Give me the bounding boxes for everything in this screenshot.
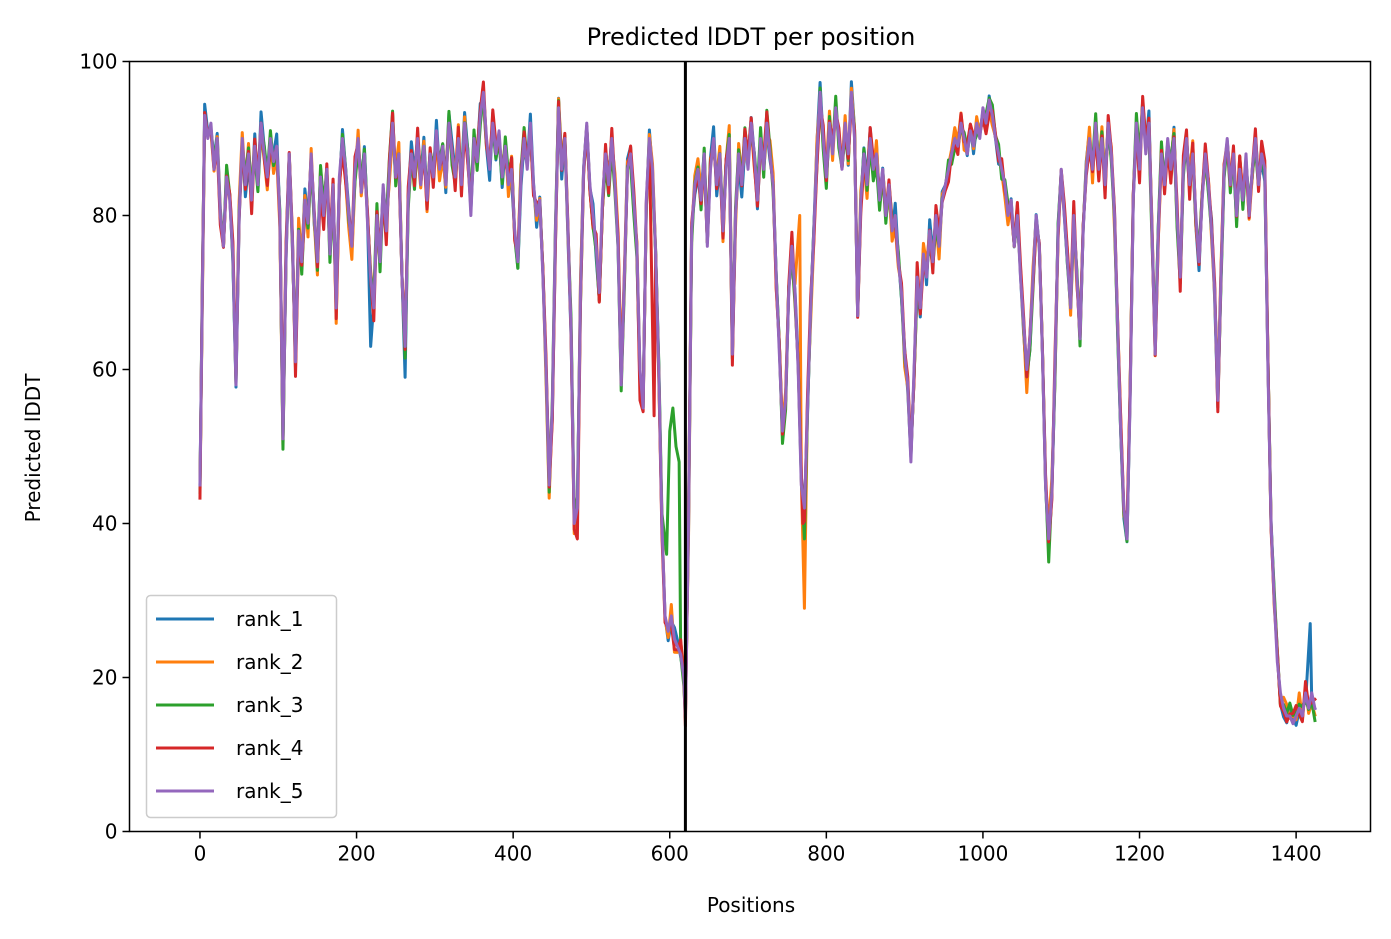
legend-label-rank-2: rank_2 — [236, 650, 303, 674]
legend-label-rank-3: rank_3 — [236, 693, 303, 717]
plot-frame — [128, 60, 1372, 833]
x-axis-label: Positions — [707, 893, 795, 917]
legend-label-rank-4: rank_4 — [236, 736, 303, 760]
legend-items: rank_1 rank_2 rank_3 rank_4 rank_5 — [156, 607, 303, 803]
y-tick-label: 40 — [92, 512, 117, 536]
plot-area — [128, 60, 1372, 833]
series-group — [198, 80, 1318, 728]
y-axis-label: Predicted lDDT — [21, 373, 45, 523]
y-tick-label: 80 — [92, 204, 117, 228]
legend-label-rank-1: rank_1 — [236, 607, 303, 631]
x-tick-label: 0 — [194, 842, 207, 866]
series-line-rank-5 — [198, 90, 1317, 726]
legend-box — [145, 594, 338, 819]
x-tick-label: 200 — [337, 842, 375, 866]
x-tick-label: 400 — [494, 842, 532, 866]
x-tick-label: 1400 — [1271, 842, 1322, 866]
y-tick-label: 0 — [105, 820, 118, 844]
x-tick-label: 1200 — [1114, 842, 1165, 866]
y-tick-label: 20 — [92, 666, 117, 690]
legend-label-rank-5: rank_5 — [236, 779, 303, 803]
y-axis: 0 20 40 60 80 100 — [79, 50, 130, 844]
y-tick-label: 100 — [79, 50, 117, 74]
legend: rank_1 rank_2 rank_3 rank_4 rank_5 — [145, 594, 338, 819]
x-axis: 0 200 400 600 800 1000 1200 1400 — [194, 831, 1322, 866]
x-tick-label: 600 — [651, 842, 689, 866]
x-tick-label: 800 — [807, 842, 845, 866]
x-tick-label: 1000 — [957, 842, 1008, 866]
y-tick-label: 60 — [92, 358, 117, 382]
chart-title: Predicted lDDT per position — [587, 23, 916, 51]
